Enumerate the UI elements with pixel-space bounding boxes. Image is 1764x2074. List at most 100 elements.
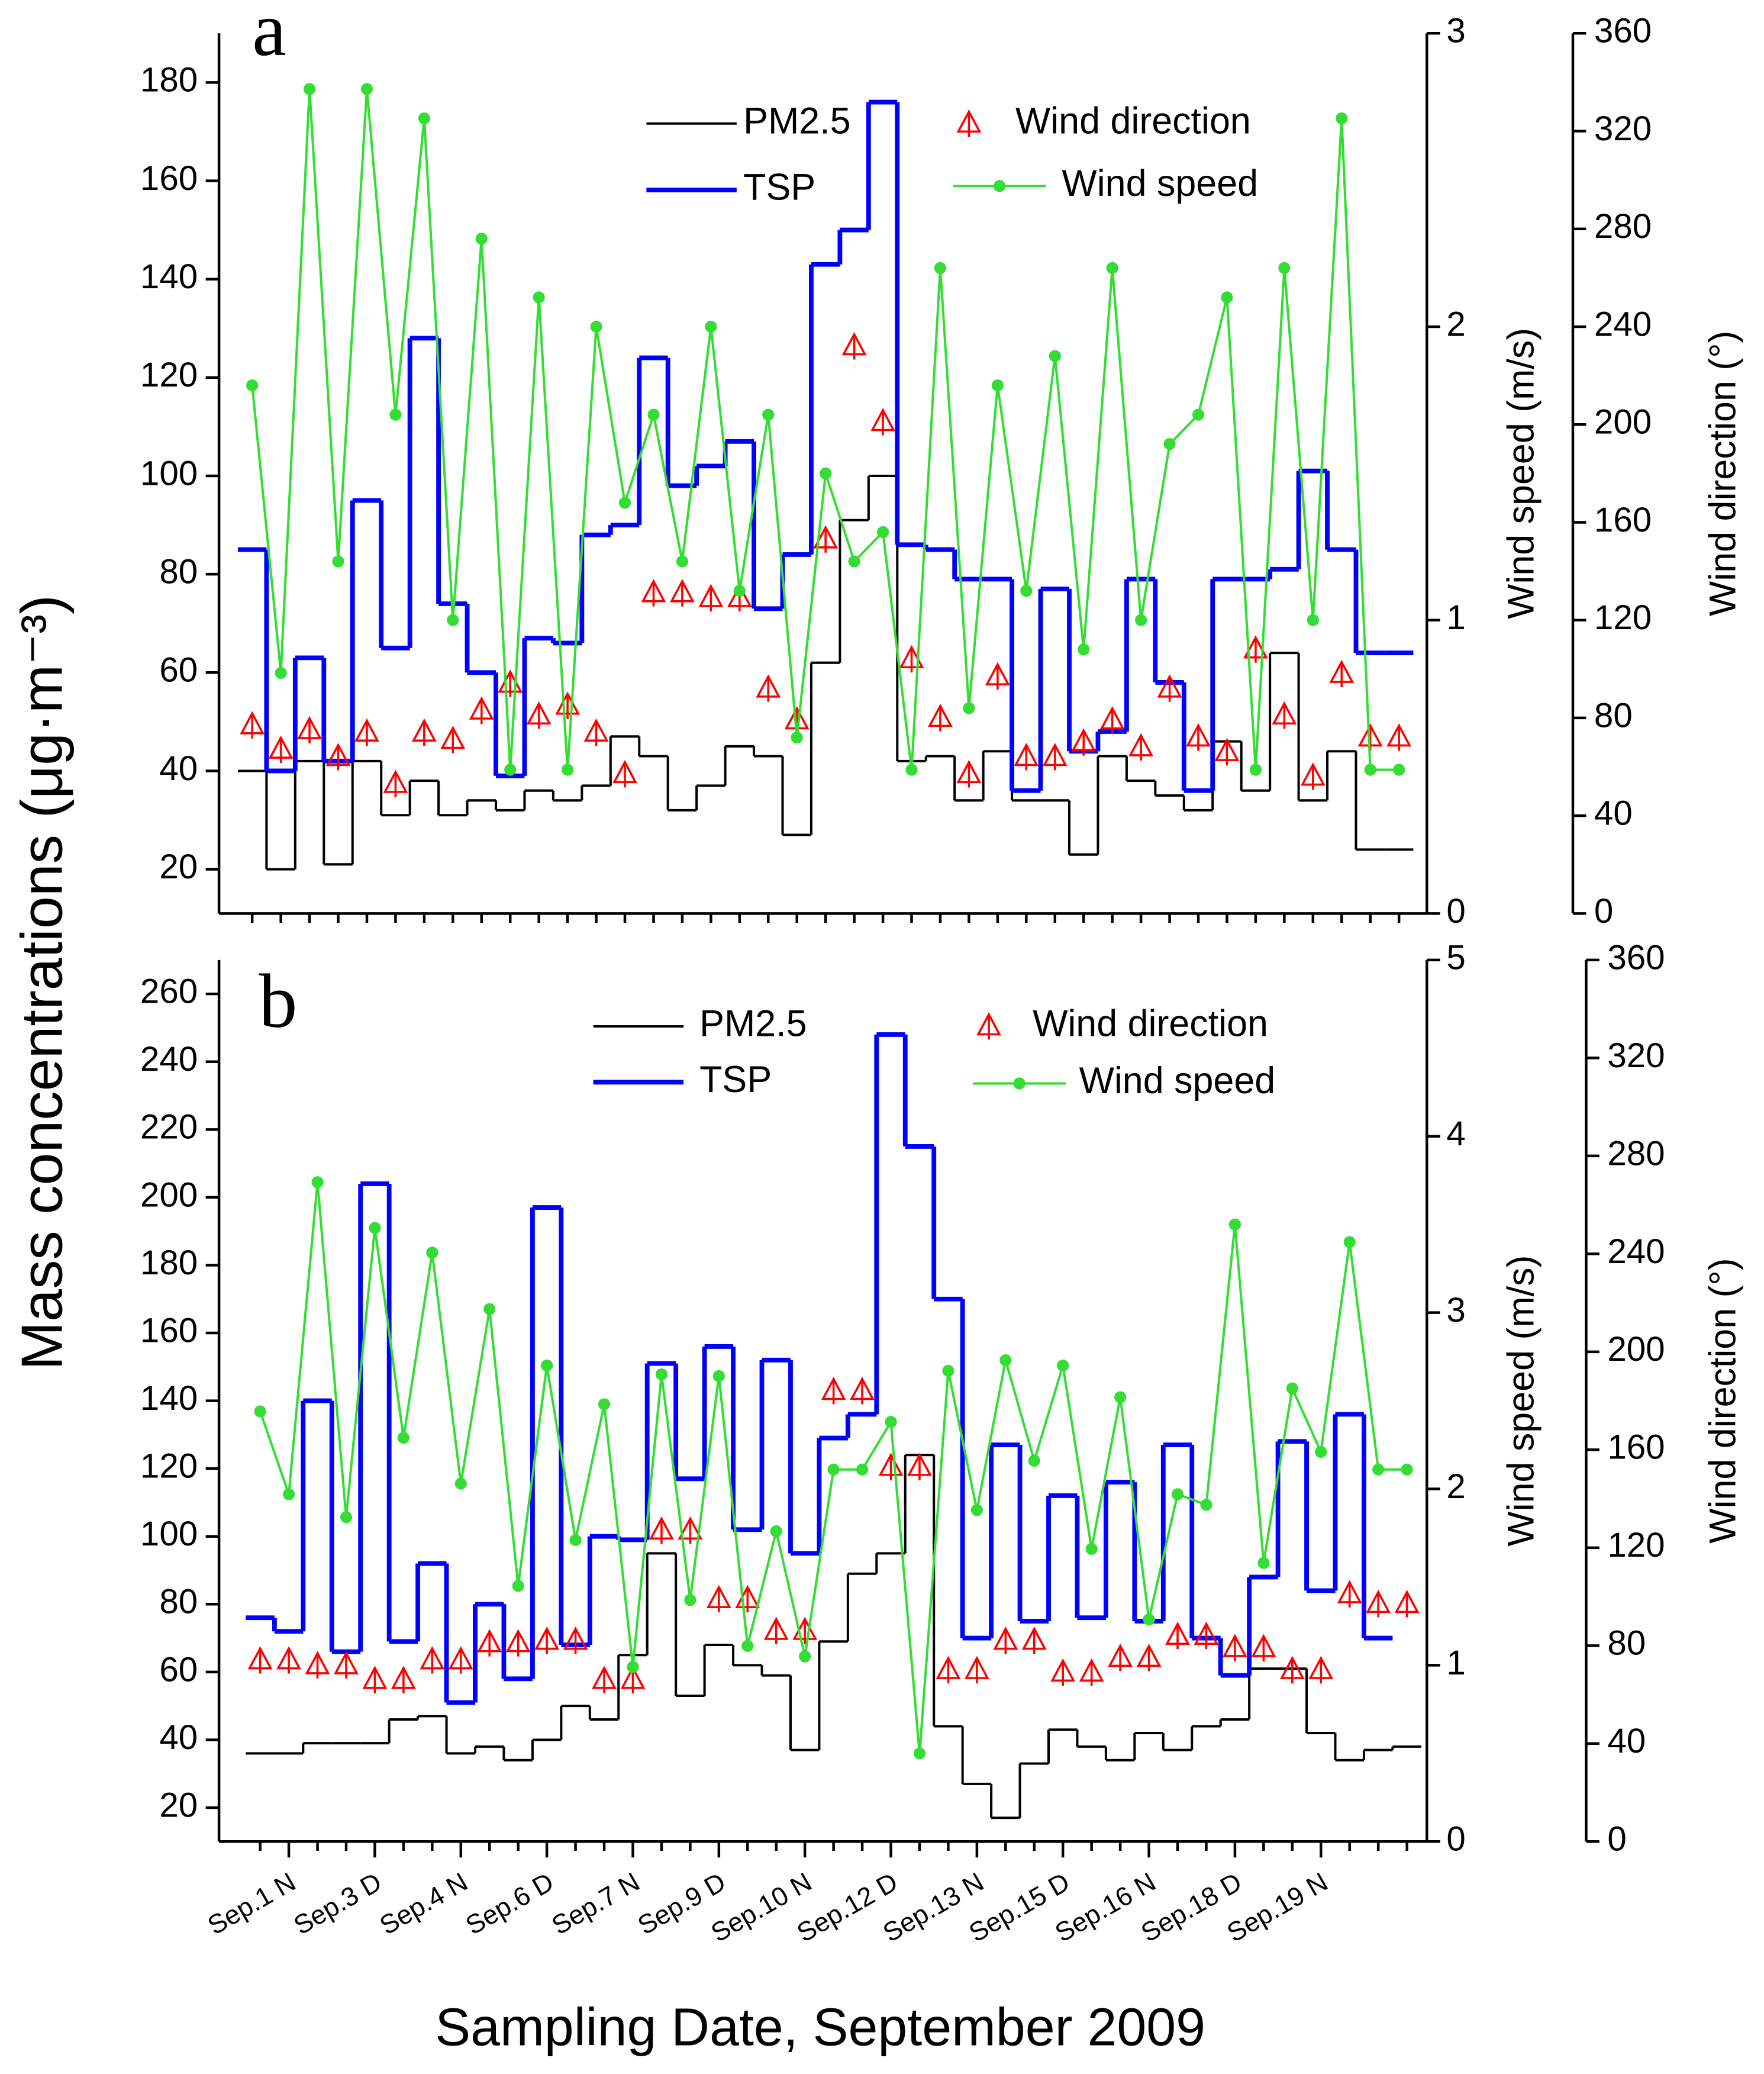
y3-tick-label: 360	[1607, 938, 1665, 977]
y3-tick-label: 80	[1607, 1624, 1646, 1663]
wind-speed-point	[541, 1359, 553, 1372]
wind-speed-point	[1192, 408, 1205, 421]
legend-swatch	[976, 1012, 1001, 1040]
wind-direction-marker	[985, 662, 1010, 690]
wind-direction-marker	[1308, 1656, 1334, 1684]
wind-speed-point	[1028, 1454, 1040, 1467]
wind-speed-point	[598, 1398, 611, 1410]
y2-tick-label: 4	[1446, 1115, 1465, 1153]
y3-tick-label: 240	[1594, 305, 1652, 343]
wind-speed-point	[454, 1477, 467, 1490]
wind-speed-point	[562, 764, 574, 776]
y-tick-label: 20	[159, 1786, 198, 1824]
wind-speed-point	[876, 526, 889, 539]
wind-direction-marker	[1243, 635, 1268, 663]
wind-direction-marker	[268, 735, 294, 764]
y3-axis-label: Wind direction (°)	[1702, 1258, 1744, 1543]
wind-speed-point	[942, 1364, 954, 1377]
wind-direction-marker	[563, 1627, 588, 1654]
y2-tick-label: 3	[1446, 12, 1465, 50]
y3-tick-label: 200	[1607, 1330, 1665, 1368]
y-tick-label: 60	[159, 1650, 198, 1689]
wind-speed-point	[1286, 1382, 1298, 1395]
y2-axis-label: Wind speed (m/s)	[1501, 1255, 1542, 1547]
wind-direction-marker	[1251, 1634, 1276, 1661]
wind-direction-marker	[1014, 743, 1039, 771]
wind-speed-point	[1364, 764, 1376, 776]
wind-direction-marker	[870, 408, 896, 436]
wind-direction-marker	[612, 759, 637, 788]
wind-speed-point	[791, 731, 803, 744]
wind-direction-marker	[936, 1656, 961, 1684]
wind-speed-point	[1278, 262, 1291, 274]
wind-direction-marker	[1165, 1621, 1190, 1650]
wind-direction-marker	[276, 1646, 302, 1674]
wind-direction-marker	[354, 718, 379, 746]
wind-direction-marker	[526, 701, 552, 729]
wind-direction-marker	[1279, 1656, 1305, 1684]
y3-tick-label: 120	[1607, 1526, 1665, 1564]
wind-speed-point	[1336, 112, 1348, 125]
wind-speed-point	[885, 1416, 897, 1428]
wind-direction-marker	[763, 1616, 789, 1644]
y-tick-label: 200	[140, 1176, 198, 1214]
wind-direction-marker	[1272, 701, 1297, 729]
wind-speed-point	[1257, 1557, 1270, 1569]
y-tick-label: 100	[140, 454, 198, 492]
wind-speed-point	[504, 764, 517, 776]
wind-speed-point	[762, 408, 775, 421]
wind-speed-point	[275, 666, 287, 679]
wind-speed-point	[1085, 1542, 1098, 1555]
y2-tick-label: 1	[1446, 1644, 1465, 1682]
y3-tick-label: 360	[1594, 12, 1652, 50]
legend-swatch	[993, 180, 1006, 192]
legend-label: PM2.5	[743, 100, 851, 141]
wind-direction-marker	[1214, 738, 1240, 766]
wind-speed-point	[590, 320, 602, 333]
wind-direction-marker	[391, 1666, 416, 1693]
y-tick-label: 100	[140, 1515, 198, 1553]
wind-direction-marker	[477, 1629, 502, 1657]
wind-speed-point	[1171, 1488, 1184, 1500]
y2-tick-label: 0	[1446, 1820, 1465, 1859]
wind-speed-point	[1135, 614, 1147, 626]
y3-tick-label: 80	[1594, 696, 1633, 735]
wind-direction-marker	[1394, 1589, 1420, 1618]
wind-direction-marker	[1329, 659, 1355, 687]
y3-axis-label: Wind direction (°)	[1702, 331, 1744, 616]
wind-speed-point	[1020, 585, 1033, 597]
y2-tick-label: 2	[1446, 305, 1465, 343]
wind-speed-point	[360, 83, 373, 95]
wind-direction-marker	[1099, 706, 1125, 734]
wind-speed-point	[820, 467, 832, 479]
legend-label: Wind direction	[1033, 1003, 1268, 1045]
wind-direction-marker	[706, 1585, 731, 1613]
wind-speed-point	[512, 1580, 524, 1592]
wind-speed-point	[426, 1247, 438, 1259]
wind-speed-point	[1200, 1499, 1212, 1511]
wind-speed-point	[483, 1303, 496, 1315]
y3-tick-label: 320	[1607, 1036, 1665, 1075]
wind-speed-point	[712, 1370, 725, 1382]
y3-tick-label: 40	[1607, 1722, 1646, 1760]
wind-speed-point	[770, 1525, 782, 1538]
wind-speed-point	[1163, 438, 1176, 450]
wind-direction-marker	[1071, 728, 1097, 756]
wind-speed-point	[827, 1463, 840, 1476]
y3-tick-label: 320	[1594, 110, 1652, 148]
y-tick-label: 180	[140, 1244, 198, 1282]
wind-direction-marker	[1157, 674, 1182, 702]
y3-tick-label: 40	[1594, 794, 1633, 833]
wind-speed-point	[799, 1650, 811, 1663]
wind-speed-point	[332, 555, 344, 568]
wind-direction-marker	[448, 1646, 473, 1674]
legend-label: TSP	[699, 1059, 772, 1100]
legend-swatch	[1013, 1077, 1025, 1090]
wind-speed-point	[705, 320, 717, 333]
x-axis-label: Sampling Date, September 2009	[435, 1998, 1205, 2057]
wind-direction-marker	[813, 525, 839, 553]
wind-speed-point	[246, 379, 259, 392]
y3-tick-label: 240	[1607, 1232, 1665, 1271]
wind-direction-marker	[964, 1656, 989, 1684]
